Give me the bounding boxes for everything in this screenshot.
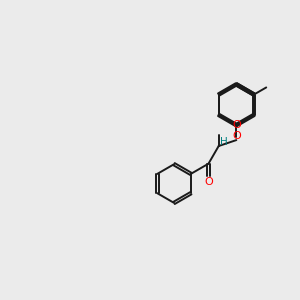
Text: O: O — [232, 120, 241, 130]
Text: H: H — [220, 137, 228, 147]
Text: O: O — [232, 131, 241, 141]
Text: O: O — [204, 176, 213, 187]
